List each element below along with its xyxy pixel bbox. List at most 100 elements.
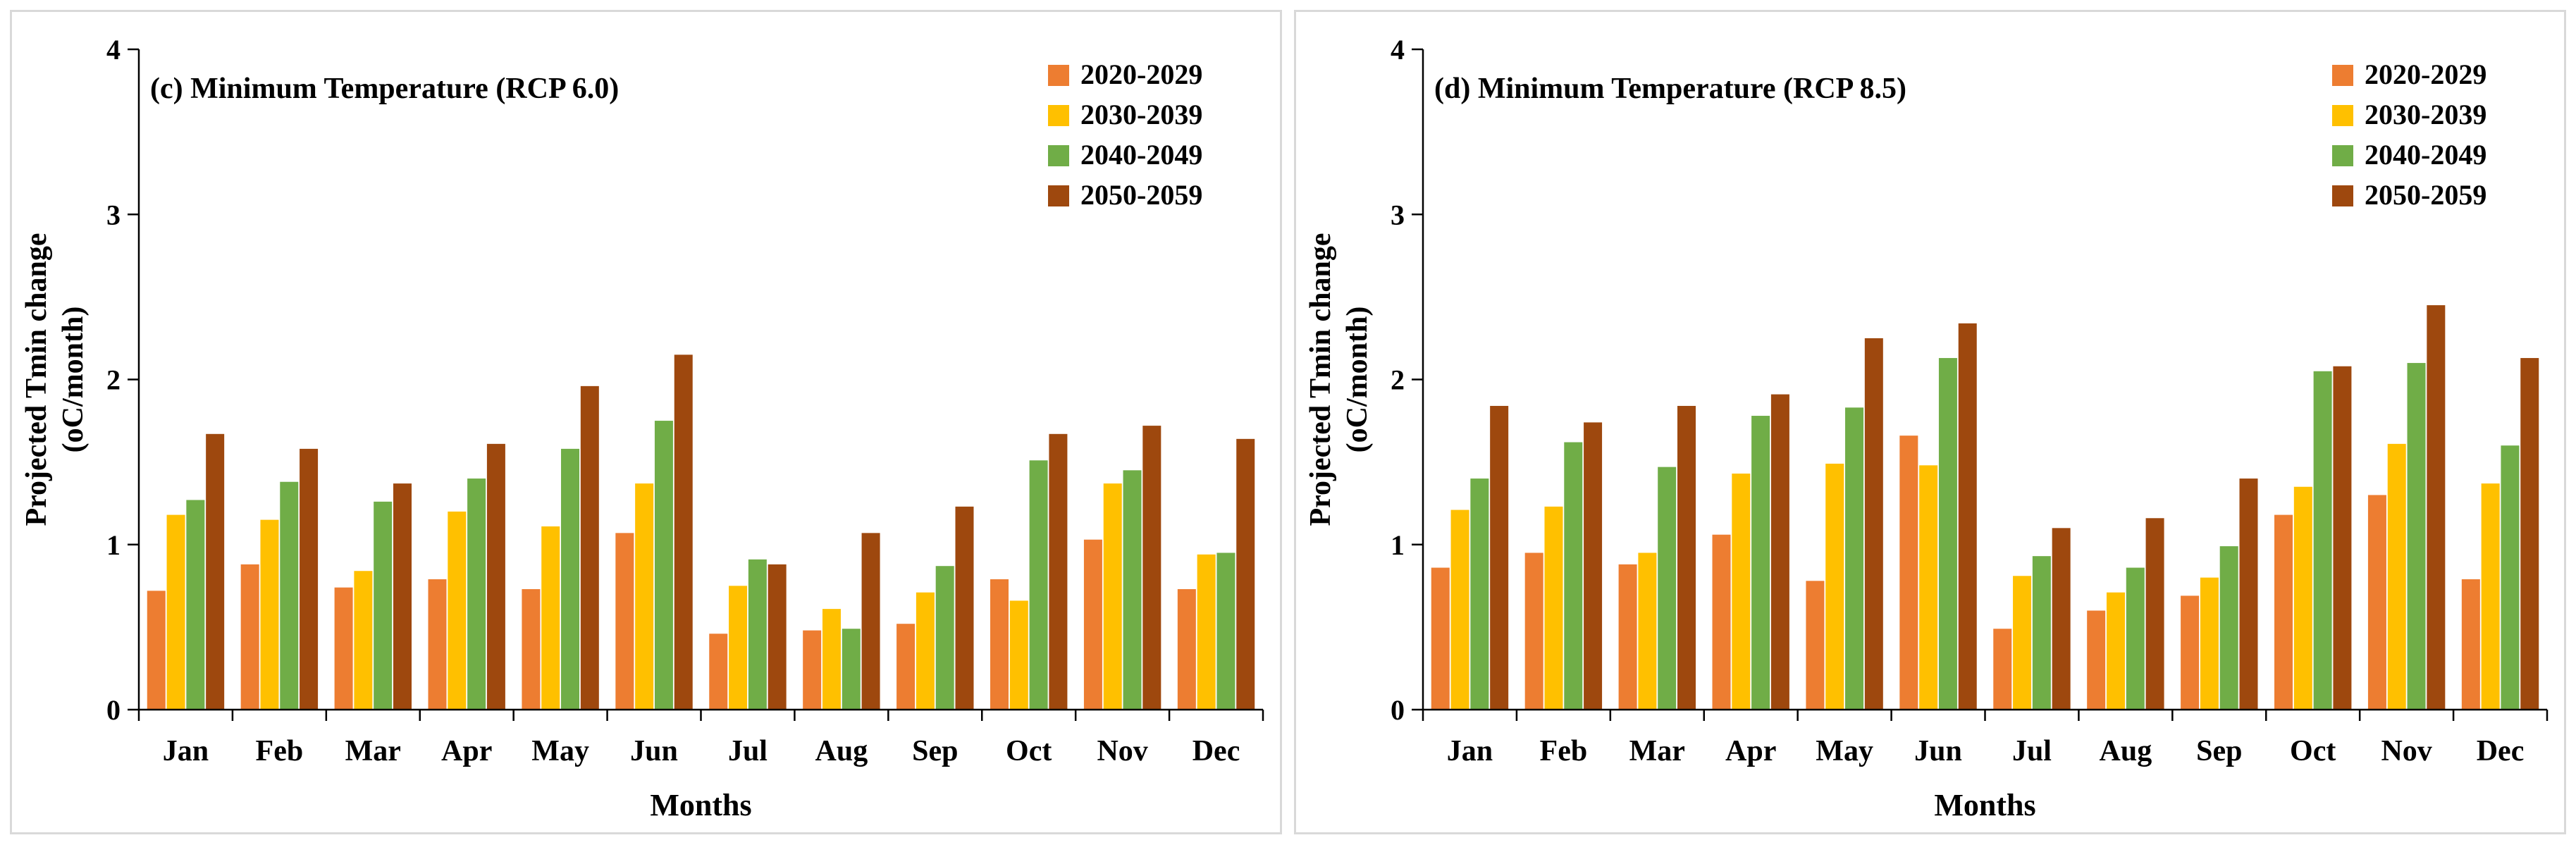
chart-c-bar-dec-2050-2059 bbox=[1236, 438, 1255, 710]
chart-c-x-tick-label-mar: Mar bbox=[345, 735, 401, 767]
chart-d-x-tick-label-may: May bbox=[1816, 735, 1873, 767]
chart-d-x-tick-label-apr: Apr bbox=[1725, 735, 1776, 767]
chart-d-bar-aug-2020-2029 bbox=[2087, 610, 2106, 710]
chart-d-bar-jul-2030-2039 bbox=[2013, 576, 2032, 710]
chart-d-bar-dec-2030-2039 bbox=[2481, 483, 2500, 710]
chart-c-bar-may-2030-2039 bbox=[541, 526, 560, 710]
chart-c-bar-may-2050-2059 bbox=[580, 385, 599, 710]
chart-d-bar-jan-2030-2039 bbox=[1450, 510, 1469, 710]
chart-c-legend-label-2050-2059: 2050-2059 bbox=[1080, 179, 1202, 211]
chart-c-bar-mar-2020-2029 bbox=[334, 587, 353, 710]
chart-d-bar-mar-2030-2039 bbox=[1638, 552, 1657, 710]
chart-c-bar-aug-2050-2059 bbox=[861, 533, 880, 710]
chart-d-bar-oct-2030-2039 bbox=[2293, 486, 2312, 710]
chart-c-bar-mar-2050-2059 bbox=[393, 483, 412, 710]
chart-d-y-tick-label: 4 bbox=[1391, 34, 1405, 66]
chart-d-legend-label-2040-2049: 2040-2049 bbox=[2365, 139, 2486, 171]
chart-d-legend-swatch-2030-2039 bbox=[2332, 105, 2353, 126]
chart-d-bar-nov-2030-2039 bbox=[2387, 443, 2406, 710]
chart-c-bar-jun-2030-2039 bbox=[635, 483, 654, 710]
chart-c-legend-swatch-2040-2049 bbox=[1048, 145, 1069, 166]
chart-c-bar-feb-2020-2029 bbox=[240, 564, 259, 710]
chart-c-bar-dec-2040-2049 bbox=[1216, 552, 1235, 710]
chart-d-bar-dec-2050-2059 bbox=[2520, 358, 2539, 710]
chart-c-x-tick-label-oct: Oct bbox=[1006, 735, 1052, 767]
chart-c-y-axis-title-line-1: Projected Tmin change bbox=[20, 233, 53, 526]
chart-c-bar-jan-2020-2029 bbox=[147, 591, 166, 710]
chart-d-bar-apr-2040-2049 bbox=[1751, 416, 1770, 710]
chart-d-bar-feb-2030-2039 bbox=[1544, 506, 1563, 710]
chart-c-bar-apr-2030-2039 bbox=[448, 511, 467, 710]
chart-c-bar-jul-2020-2029 bbox=[709, 634, 728, 710]
chart-d-x-tick-label-sep: Sep bbox=[2196, 735, 2242, 767]
chart-c-bar-sep-2040-2049 bbox=[935, 566, 954, 710]
chart-d-bar-oct-2050-2059 bbox=[2333, 366, 2352, 710]
chart-d-bar-jul-2040-2049 bbox=[2032, 556, 2051, 710]
chart-d-bar-nov-2020-2029 bbox=[2367, 495, 2386, 710]
chart-c-bar-aug-2020-2029 bbox=[803, 630, 822, 710]
chart-c-y-tick-label: 0 bbox=[106, 694, 121, 726]
chart-c-bar-nov-2020-2029 bbox=[1083, 539, 1102, 710]
chart-c-y-tick-label: 3 bbox=[106, 199, 121, 230]
chart-d: 0 1 2 3 4 Jan Feb Mar Apr May Jun Jul Aug Sep Oct Nov De… bbox=[1305, 34, 2549, 822]
chart-c: 0 1 2 3 4 Jan Feb Mar Apr May Jun Jul Aug Sep Oct Nov De… bbox=[20, 34, 1264, 822]
chart-c-x-tick-label-apr: Apr bbox=[441, 735, 492, 767]
chart-d-bar-jun-2030-2039 bbox=[1919, 465, 1938, 710]
chart-c-bar-jan-2050-2059 bbox=[206, 433, 225, 710]
chart-c-bar-oct-2030-2039 bbox=[1009, 600, 1028, 710]
chart-d-bar-oct-2040-2049 bbox=[2313, 371, 2332, 710]
chart-d-bar-may-2050-2059 bbox=[1864, 338, 1883, 710]
chart-c-legend-swatch-2020-2029 bbox=[1048, 65, 1069, 86]
chart-d-bar-feb-2050-2059 bbox=[1584, 422, 1603, 710]
chart-d-bar-sep-2050-2059 bbox=[2239, 479, 2258, 710]
chart-c-legend-swatch-2050-2059 bbox=[1048, 185, 1069, 206]
chart-c-bar-oct-2040-2049 bbox=[1029, 460, 1048, 710]
chart-d-bar-jan-2020-2029 bbox=[1431, 567, 1450, 710]
chart-c-bar-aug-2040-2049 bbox=[842, 629, 861, 710]
chart-c-bar-mar-2040-2049 bbox=[374, 501, 393, 710]
chart-d-bar-sep-2040-2049 bbox=[2219, 546, 2238, 710]
chart-c-bar-nov-2050-2059 bbox=[1142, 426, 1161, 710]
chart-c-bar-feb-2040-2049 bbox=[280, 481, 299, 710]
chart-c-bar-apr-2050-2059 bbox=[486, 443, 505, 710]
chart-d-bar-feb-2040-2049 bbox=[1564, 442, 1583, 710]
chart-c-x-tick-label-feb: Feb bbox=[256, 735, 304, 767]
chart-d-bar-jul-2020-2029 bbox=[1993, 629, 2012, 710]
chart-d-x-tick-label-nov: Nov bbox=[2381, 735, 2432, 767]
chart-d-x-tick-label-dec: Dec bbox=[2477, 735, 2525, 767]
chart-d-y-tick-label: 1 bbox=[1391, 529, 1405, 561]
chart-d-legend-swatch-2040-2049 bbox=[2332, 145, 2353, 166]
chart-c-bar-apr-2020-2029 bbox=[428, 579, 447, 710]
chart-c-bar-jun-2050-2059 bbox=[674, 354, 693, 710]
chart-d-x-tick-label-mar: Mar bbox=[1629, 735, 1685, 767]
chart-d-legend-swatch-2050-2059 bbox=[2332, 185, 2353, 206]
chart-c-y-tick-label: 1 bbox=[106, 529, 121, 561]
chart-c-legend-label-2040-2049: 2040-2049 bbox=[1080, 139, 1202, 171]
chart-c-x-tick-label-jan: Jan bbox=[163, 735, 209, 767]
chart-d-bar-mar-2040-2049 bbox=[1658, 467, 1677, 710]
chart-c-y-tick-label: 2 bbox=[106, 364, 121, 396]
chart-d-bar-apr-2020-2029 bbox=[1712, 534, 1731, 710]
chart-d-bar-jan-2050-2059 bbox=[1490, 405, 1509, 710]
chart-c-bar-dec-2030-2039 bbox=[1197, 554, 1216, 710]
chart-c-bar-feb-2030-2039 bbox=[260, 519, 279, 710]
chart-c-bar-mar-2030-2039 bbox=[354, 571, 373, 710]
chart-c-bar-jan-2040-2049 bbox=[186, 500, 205, 710]
chart-d-bar-aug-2040-2049 bbox=[2126, 567, 2145, 710]
chart-d-bar-may-2020-2029 bbox=[1806, 581, 1825, 710]
chart-d-legend-label-2020-2029: 2020-2029 bbox=[2365, 58, 2486, 90]
chart-c-x-tick-label-jul: Jul bbox=[728, 735, 768, 767]
chart-d-bar-dec-2020-2029 bbox=[2461, 579, 2480, 710]
chart-c-x-tick-label-jun: Jun bbox=[630, 735, 678, 767]
chart-c-bar-jan-2030-2039 bbox=[166, 514, 185, 710]
chart-c-bar-feb-2050-2059 bbox=[300, 448, 319, 710]
chart-c-bar-aug-2030-2039 bbox=[822, 609, 841, 710]
chart-d-bar-jun-2020-2029 bbox=[1899, 436, 1918, 710]
chart-c-y-axis-title-line-2: (oC/month) bbox=[57, 307, 90, 453]
chart-c-bar-sep-2020-2029 bbox=[896, 624, 916, 710]
chart-d-x-tick-label-jan: Jan bbox=[1447, 735, 1493, 767]
chart-d-bar-nov-2040-2049 bbox=[2407, 363, 2426, 710]
chart-c-bar-jul-2050-2059 bbox=[768, 564, 787, 710]
chart-c-title: (c) Minimum Temperature (RCP 6.0) bbox=[150, 73, 619, 105]
chart-d-y-axis-title-line-2: (oC/month) bbox=[1341, 307, 1374, 453]
